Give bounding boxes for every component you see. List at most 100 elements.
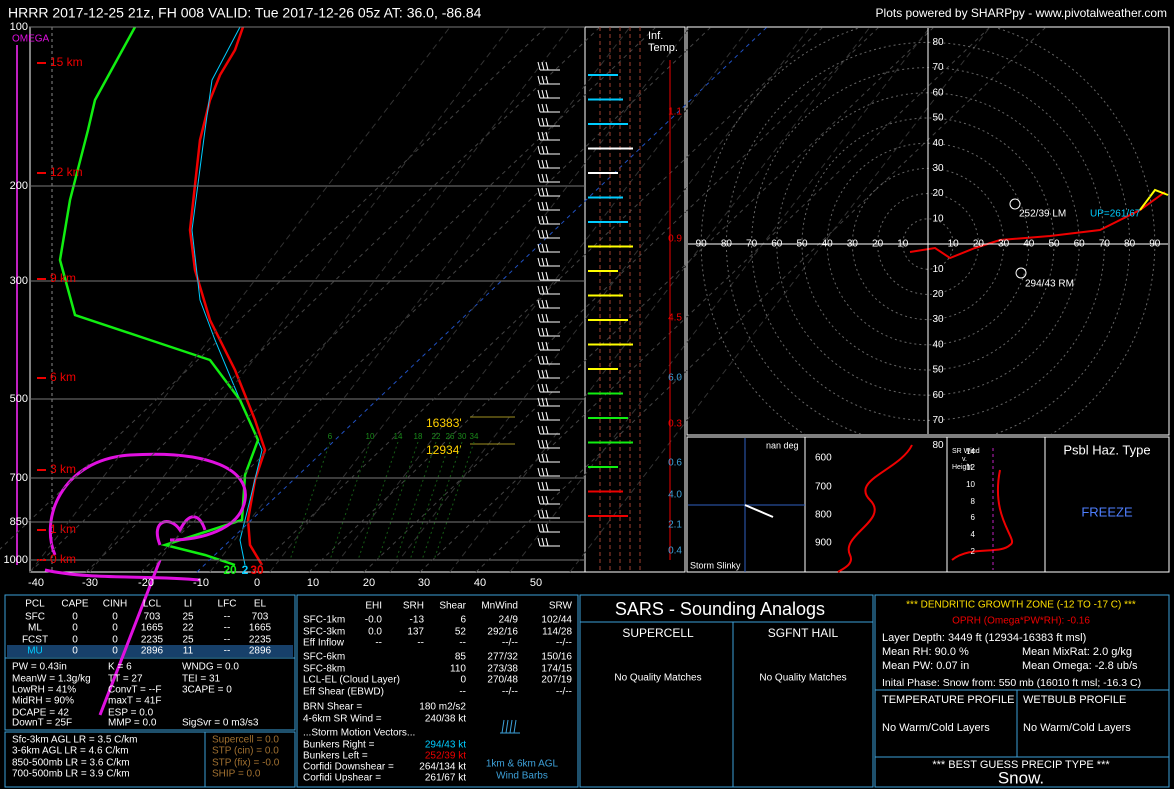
parcel-cell: 0	[112, 635, 118, 646]
index: DCAPE = 42	[12, 708, 69, 719]
motion-value: 264/134 kt	[419, 762, 466, 773]
dewpoint-profile	[58, 26, 260, 567]
hodograph-frame	[686, 26, 1170, 436]
parcel-cell: 0	[112, 646, 118, 657]
hodo-label: 10	[948, 239, 960, 250]
wind-barb	[541, 397, 545, 407]
wind-barb	[541, 173, 545, 183]
parcel-cell: 703	[144, 612, 161, 623]
wind-barb	[537, 257, 541, 267]
kin-cell: --	[459, 638, 466, 649]
omega-pressure: 900	[815, 538, 832, 549]
height-label: 6 km	[50, 370, 76, 384]
mixing-ratio-line	[433, 441, 475, 561]
wind-barb	[537, 467, 541, 477]
wind-barb	[537, 271, 541, 281]
inflow-label: 0.6	[668, 458, 682, 469]
kin-cell: --	[417, 638, 424, 649]
temp-label: 50	[530, 577, 542, 589]
dgz-line: Mean PW: 0.07 in	[882, 660, 969, 672]
stp: SHIP = 0.0	[212, 769, 261, 780]
wind-barb	[545, 75, 549, 85]
sars-result: No Quality Matches	[759, 673, 846, 684]
pressure-label: 100	[10, 21, 28, 33]
kin-cell: 273/38	[487, 664, 518, 675]
hodo-label: 10	[932, 213, 944, 224]
wind-barb	[545, 383, 549, 393]
isotherm	[475, 26, 1047, 573]
dry-adiabat	[269, 26, 691, 573]
wind-barb	[537, 117, 541, 127]
dry-adiabat	[449, 26, 871, 573]
dgz-phase: Inital Phase: Snow from: 550 mb (16010 f…	[882, 677, 1141, 689]
wind-barb	[545, 397, 549, 407]
wind-barb	[537, 89, 541, 99]
index: TT = 27	[108, 674, 143, 685]
hodo-annotation: UP=261/67	[1090, 209, 1141, 220]
wind-barb	[545, 467, 549, 477]
wind-barb	[541, 439, 545, 449]
wind-barb	[537, 131, 541, 141]
hodo-label: 60	[932, 87, 944, 98]
parcel-cell: 22	[182, 623, 194, 634]
kin-cell: 270/48	[487, 675, 518, 686]
isotherm	[196, 26, 768, 573]
wind-barb	[545, 369, 549, 379]
wind-barb	[541, 75, 545, 85]
mixing-ratio-line	[421, 441, 463, 561]
hodo-label: 20	[932, 289, 944, 300]
hodo-label: 10	[897, 239, 909, 250]
isotherm	[252, 26, 824, 573]
wind-barb	[537, 75, 541, 85]
hazard-frame	[1044, 436, 1170, 573]
wind-barb	[545, 523, 549, 533]
index: MidRH = 90%	[12, 696, 74, 707]
wind-barb	[537, 215, 541, 225]
stp: STP (cin) = 0.0	[212, 746, 279, 757]
hodo-label: 10	[932, 264, 944, 275]
sars-title: SARS - Sounding Analogs	[615, 599, 825, 619]
wind-barb	[541, 103, 545, 113]
hodo-annotation: 294/43 RM	[1025, 279, 1074, 290]
wind-barb	[545, 537, 549, 547]
index: ConvT = --F	[108, 685, 161, 696]
inflow-label: 4.0	[668, 490, 682, 501]
parcel-header: LI	[184, 599, 192, 610]
mixing-ratio-label: 26	[446, 432, 455, 441]
pressure-label: 300	[10, 275, 28, 287]
motion-label: Corfidi Upshear =	[303, 773, 381, 784]
dry-adiabat	[209, 26, 631, 573]
sars-heading: SGFNT HAIL	[768, 626, 839, 640]
wind-barb	[541, 89, 545, 99]
parcel-cell: --	[224, 623, 231, 634]
lapse-rate: Sfc-3km AGL LR = 3.5 C/km	[12, 735, 138, 746]
omega-pressure: 800	[815, 510, 832, 521]
wind-barb	[545, 355, 549, 365]
height-label: 9 km	[50, 271, 76, 285]
wind-barb	[541, 341, 545, 351]
wind-barb	[545, 439, 549, 449]
kin-cell: -0.0	[365, 615, 383, 626]
kin-cell: --	[375, 638, 382, 649]
precip-title: *** BEST GUESS PRECIP TYPE ***	[932, 759, 1110, 771]
srwind-tick: 10	[966, 480, 975, 489]
kin-label: SFC-1km	[303, 615, 345, 626]
pressure-label: 1000	[4, 554, 28, 566]
inflow-label: 6.0	[668, 373, 682, 384]
srwind-tick: 2	[971, 547, 976, 556]
wind-barb	[537, 201, 541, 211]
temp-label: -10	[193, 577, 209, 589]
index: K = 6	[108, 662, 132, 673]
kin-header: MnWind	[481, 601, 518, 612]
temp-label: -30	[82, 577, 98, 589]
wetbulb-profile	[191, 26, 263, 566]
wind-barb	[537, 481, 541, 491]
temp-label: 40	[474, 577, 486, 589]
wind-barb	[537, 327, 541, 337]
dry-adiabat	[89, 26, 511, 573]
dry-adiabat	[149, 26, 571, 573]
mixing-ratio-line	[357, 441, 399, 561]
kin-cell: 0	[460, 675, 466, 686]
hodograph-trace	[909, 191, 1166, 260]
